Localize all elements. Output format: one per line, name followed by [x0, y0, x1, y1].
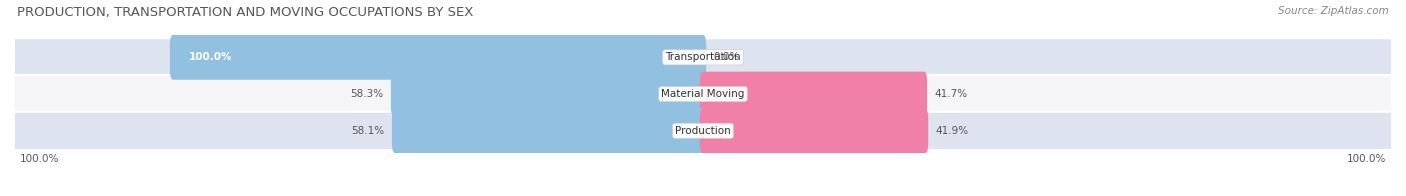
- Text: 0.0%: 0.0%: [714, 52, 740, 62]
- FancyBboxPatch shape: [700, 108, 928, 153]
- FancyBboxPatch shape: [170, 35, 706, 80]
- Text: PRODUCTION, TRANSPORTATION AND MOVING OCCUPATIONS BY SEX: PRODUCTION, TRANSPORTATION AND MOVING OC…: [17, 6, 474, 19]
- Text: 100.0%: 100.0%: [1347, 154, 1386, 164]
- Text: 41.7%: 41.7%: [935, 89, 967, 99]
- Text: 100.0%: 100.0%: [20, 154, 59, 164]
- FancyBboxPatch shape: [700, 72, 927, 116]
- Text: 58.3%: 58.3%: [350, 89, 384, 99]
- FancyBboxPatch shape: [14, 112, 1392, 150]
- Text: 100.0%: 100.0%: [188, 52, 232, 62]
- Text: Source: ZipAtlas.com: Source: ZipAtlas.com: [1278, 6, 1389, 16]
- Text: Production: Production: [675, 126, 731, 136]
- Text: 41.9%: 41.9%: [935, 126, 969, 136]
- FancyBboxPatch shape: [392, 108, 706, 153]
- Text: Material Moving: Material Moving: [661, 89, 745, 99]
- FancyBboxPatch shape: [14, 75, 1392, 113]
- FancyBboxPatch shape: [14, 38, 1392, 76]
- FancyBboxPatch shape: [391, 72, 706, 116]
- Text: Transportation: Transportation: [665, 52, 741, 62]
- Text: 58.1%: 58.1%: [352, 126, 384, 136]
